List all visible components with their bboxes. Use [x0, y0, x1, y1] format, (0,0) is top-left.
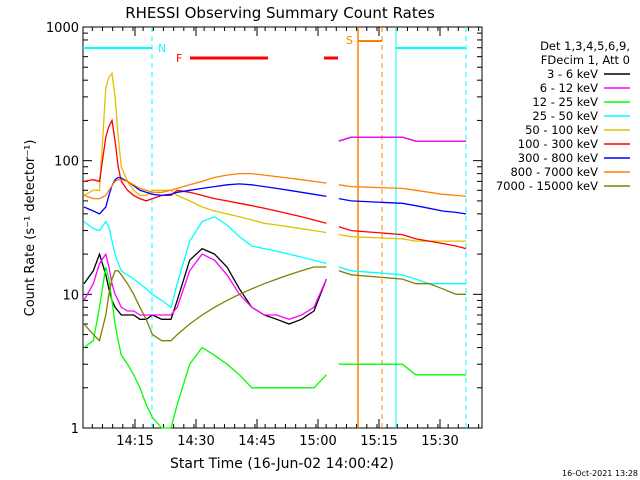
- series-line-1: [83, 252, 327, 320]
- legend-label: 800 - 7000 keV: [510, 165, 598, 179]
- series-line-5-late: [338, 226, 467, 250]
- timestamp: 16-Oct-2021 13:28: [562, 469, 638, 478]
- series-line-7: [83, 172, 327, 200]
- x-axis: 14:15 14:30 14:45 15:00 15:15 15:30: [91, 27, 480, 449]
- x-tick-label: 15:00: [299, 434, 336, 449]
- series-line-2: [83, 266, 327, 429]
- x-tick-label: 15:30: [421, 434, 458, 449]
- legend-label: 6 - 12 keV: [540, 81, 598, 95]
- s-label: S: [346, 34, 353, 47]
- y-tick-label: 10: [62, 288, 79, 303]
- n-label: N: [158, 42, 166, 55]
- legend-label: 50 - 100 keV: [525, 123, 598, 137]
- series-line-8: [83, 266, 327, 342]
- x-tick-label: 15:15: [360, 434, 397, 449]
- series-line-8-late: [338, 270, 466, 295]
- series-line-4: [83, 71, 327, 234]
- legend-label: 3 - 6 keV: [547, 67, 598, 81]
- legend-label: 7000 - 15000 keV: [496, 179, 598, 193]
- legend-label: 300 - 800 keV: [518, 151, 598, 165]
- legend-header: FDecim 1, Att 0: [541, 53, 630, 67]
- x-axis-label: Start Time (16-Jun-02 14:00:42): [170, 456, 394, 472]
- chart-title: RHESSI Observing Summary Count Rates: [125, 4, 435, 22]
- series-line-4-late: [338, 233, 466, 242]
- legend-label: 12 - 25 keV: [532, 95, 598, 109]
- series-line-2-late: [338, 363, 466, 376]
- y-axis-label: Count Rate (s⁻¹ detector⁻¹): [23, 140, 38, 317]
- y-tick-label: 100: [54, 155, 79, 170]
- series-line-7-late: [338, 184, 467, 198]
- legend-label: 25 - 50 keV: [532, 109, 598, 123]
- y-tick-label: 1: [71, 422, 79, 437]
- legend-header: Det 1,3,4,5,6,9,: [540, 39, 630, 53]
- series-group: [83, 71, 467, 429]
- series-line-6-late: [338, 197, 467, 215]
- legend-label: 100 - 300 keV: [518, 137, 598, 151]
- series-line-6: [83, 176, 327, 215]
- y-axis: 1 10 100 1000: [46, 21, 482, 437]
- f-label: F: [176, 52, 182, 65]
- series-line-1-late: [338, 136, 466, 142]
- x-tick-label: 14:45: [238, 434, 275, 449]
- legend: Det 1,3,4,5,6,9,FDecim 1, Att 03 - 6 keV…: [496, 39, 630, 193]
- series-line-3: [83, 216, 327, 309]
- series-line-3-late: [338, 266, 466, 285]
- y-tick-label: 1000: [46, 21, 79, 36]
- x-tick-label: 14:30: [177, 434, 214, 449]
- x-tick-label: 14:15: [116, 434, 153, 449]
- attenuator-annotations: NF S: [83, 27, 467, 428]
- plot-frame: [82, 26, 483, 429]
